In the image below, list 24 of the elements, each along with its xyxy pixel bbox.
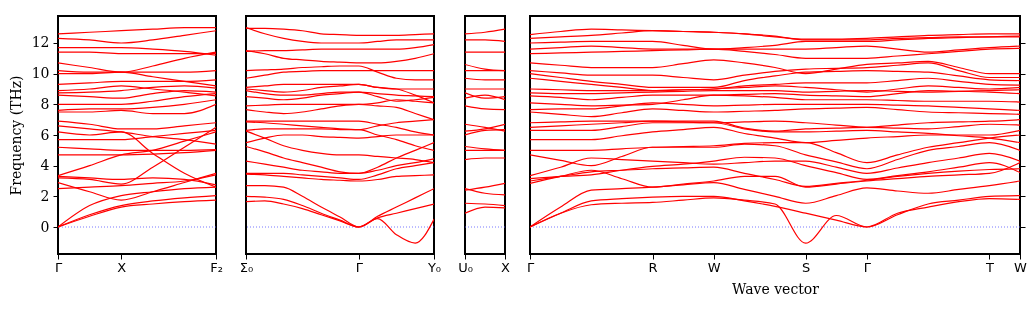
x-tick-label: T [984, 259, 994, 275]
x-tick-label: W [1014, 259, 1028, 275]
y-tick-label: 12 [31, 34, 50, 51]
x-tick-label: Y₀ [426, 259, 442, 275]
x-tick-label: S [801, 259, 811, 275]
x-tick-label: Γ [863, 259, 872, 275]
y-tick-label: 8 [40, 95, 50, 112]
y-tick-label: 4 [40, 157, 50, 174]
x-tick-label: U₀ [458, 259, 473, 275]
y-tick-label: 10 [31, 65, 50, 82]
x-axis-title: Wave vector [732, 280, 820, 297]
y-axis-title: Frequency (THz) [7, 75, 24, 196]
x-tick-label: Γ [526, 259, 535, 275]
x-tick-label: Γ [355, 259, 364, 275]
x-tick-label: F₂ [210, 259, 223, 275]
x-tick-label: W [707, 259, 721, 275]
x-tick-label: X [117, 259, 127, 275]
x-tick-label: Γ [54, 259, 63, 275]
x-tick-label: R [648, 259, 658, 275]
x-tick-label: X [501, 259, 511, 275]
y-tick-label: 2 [40, 187, 50, 204]
y-tick-label: 0 [40, 218, 50, 235]
y-tick-label: 6 [40, 126, 50, 143]
x-tick-label: Σ₀ [239, 259, 254, 275]
